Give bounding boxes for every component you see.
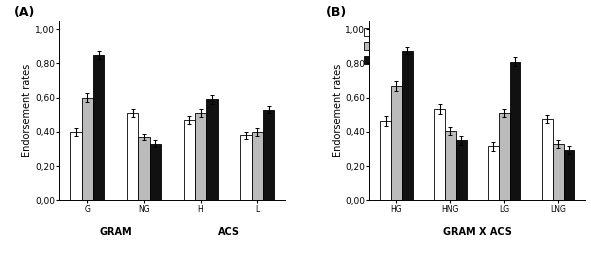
Bar: [553, 144, 564, 200]
Y-axis label: Endorsement rates: Endorsement rates: [333, 64, 343, 157]
Bar: [252, 132, 263, 200]
Text: GRAM X ACS: GRAM X ACS: [443, 227, 512, 237]
Bar: [488, 146, 499, 200]
Bar: [509, 62, 521, 200]
Bar: [263, 110, 274, 200]
Bar: [445, 131, 456, 200]
Bar: [380, 121, 391, 200]
Bar: [184, 120, 195, 200]
Bar: [391, 86, 402, 200]
Bar: [70, 132, 82, 200]
Bar: [127, 113, 138, 200]
Text: (B): (B): [326, 6, 348, 19]
Bar: [542, 119, 553, 200]
Text: GRAM: GRAM: [99, 227, 132, 237]
Bar: [499, 113, 509, 200]
Bar: [82, 98, 93, 200]
Bar: [434, 109, 445, 200]
Text: ACS: ACS: [218, 227, 240, 237]
Bar: [456, 141, 466, 200]
Bar: [150, 144, 161, 200]
Text: (A): (A): [14, 6, 35, 19]
Bar: [402, 51, 413, 200]
Bar: [93, 55, 105, 200]
Bar: [206, 99, 217, 200]
Y-axis label: Endorsement rates: Endorsement rates: [22, 64, 32, 157]
Bar: [564, 150, 574, 200]
Bar: [195, 113, 206, 200]
Legend: Test1, Test2, Test3: Test1, Test2, Test3: [362, 25, 405, 67]
Bar: [240, 135, 252, 200]
Bar: [138, 137, 150, 200]
